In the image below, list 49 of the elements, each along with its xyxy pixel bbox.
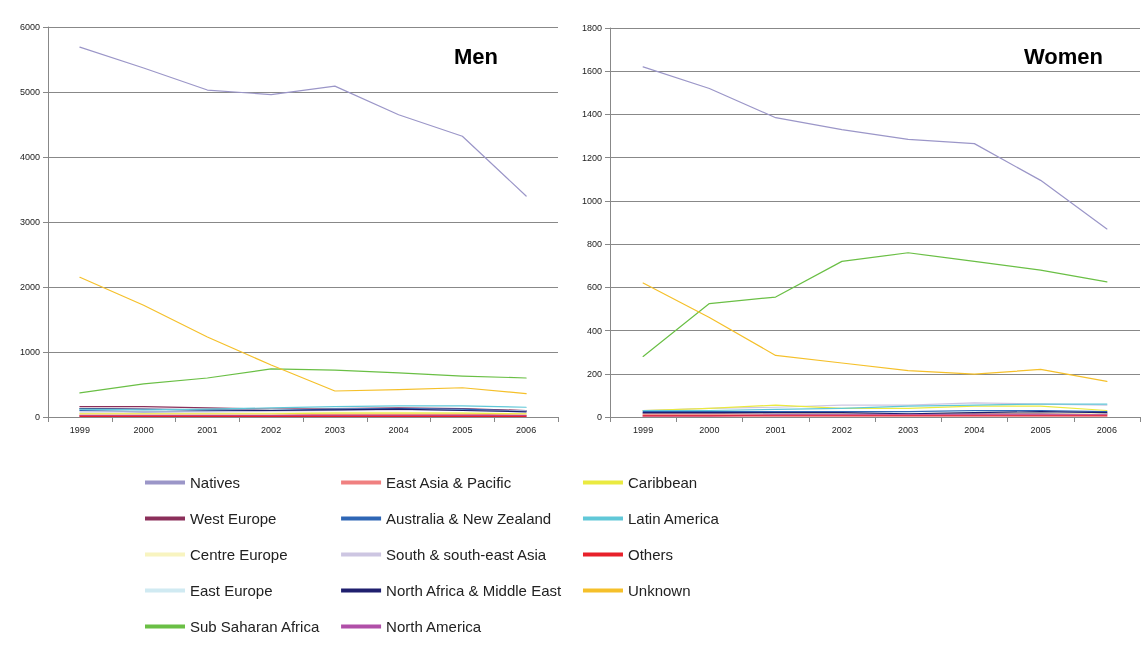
y-tick-label: 2000: [19, 282, 40, 292]
y-tick-label: 0: [596, 412, 602, 422]
legend-label: Latin America: [627, 510, 720, 527]
legend-label: Caribbean: [627, 474, 698, 491]
legend-label: West Europe: [190, 510, 277, 527]
y-tick-label: 0: [34, 412, 40, 422]
legend-label: Others: [627, 546, 673, 563]
y-tick-label: 6000: [19, 22, 40, 32]
y-tick-label: 400: [586, 325, 602, 336]
x-tick-label: 2006: [516, 424, 537, 435]
y-tick-label: 200: [586, 368, 602, 379]
legend-label: North Africa & Middle East: [386, 582, 562, 599]
y-tick-label: 1600: [581, 66, 602, 77]
legend-label: East Asia & Pacific: [386, 474, 512, 491]
y-tick-label: 1800: [581, 23, 602, 33]
x-tick-label: 1999: [633, 424, 654, 435]
legend-label: Unknown: [627, 582, 691, 599]
y-tick-label: 4000: [19, 152, 40, 162]
x-tick-label: 2000: [699, 424, 720, 435]
x-tick-label: 2003: [324, 424, 345, 435]
x-tick-label: 1999: [69, 424, 90, 435]
x-tick-label: 2001: [197, 424, 218, 435]
y-tick-label: 1000: [19, 347, 40, 357]
x-tick-label: 2004: [388, 424, 409, 435]
legend-label: Australia & New Zealand: [386, 510, 552, 527]
legend-label: South & south-east Asia: [386, 546, 547, 563]
x-tick-label: 2003: [898, 424, 919, 435]
legend-label: Sub Saharan Africa: [190, 618, 320, 635]
y-tick-label: 1000: [581, 195, 602, 206]
x-tick-label: 2000: [133, 424, 154, 435]
legend-label: Centre Europe: [190, 546, 288, 563]
text: Men: [454, 43, 498, 69]
y-tick-label: 1200: [581, 152, 602, 163]
x-tick-label: 2002: [261, 424, 282, 435]
y-tick-label: 1400: [581, 109, 602, 120]
y-tick-label: 800: [586, 239, 602, 250]
x-tick-label: 2005: [1030, 424, 1051, 435]
x-tick-label: 2006: [1096, 424, 1117, 435]
x-tick-label: 2004: [964, 424, 985, 435]
legend-label: Natives: [190, 474, 241, 491]
y-tick-label: 600: [586, 282, 602, 293]
x-tick-label: 2001: [765, 424, 786, 435]
y-tick-label: 3000: [19, 217, 40, 227]
x-tick-label: 2002: [831, 424, 852, 435]
legend-label: East Europe: [190, 582, 273, 599]
legend-label: North America: [386, 618, 482, 635]
x-tick-label: 2005: [452, 424, 473, 435]
y-tick-label: 5000: [19, 87, 40, 97]
text: Women: [1023, 43, 1104, 69]
